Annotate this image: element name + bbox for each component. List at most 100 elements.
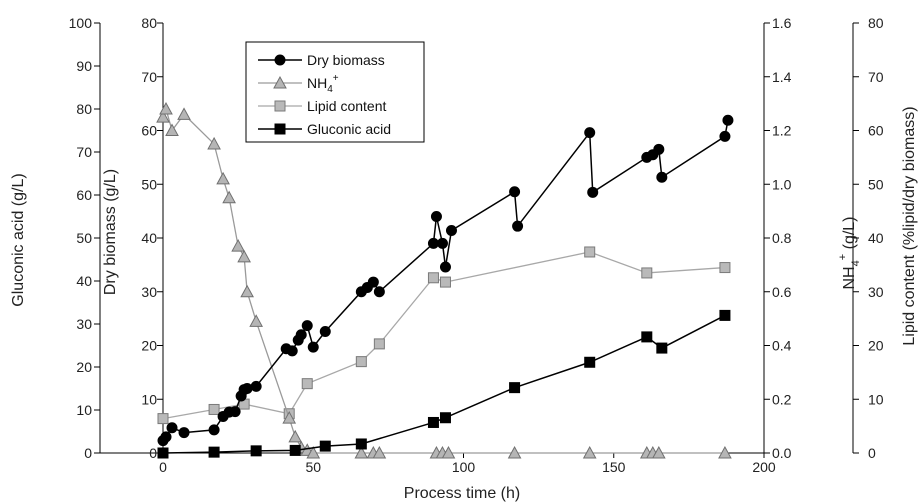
dry-biomass-point bbox=[160, 431, 172, 443]
gluconic-acid-point bbox=[719, 309, 731, 321]
dry-biomass-point bbox=[436, 237, 448, 249]
nh4-axis-tick-label: 0.2 bbox=[772, 391, 792, 407]
gluconic-axis-tick-label: 100 bbox=[69, 15, 93, 31]
gluconic-acid-point bbox=[656, 342, 668, 354]
lipid-content-axis-tick-label: 30 bbox=[868, 284, 884, 300]
gluconic-axis-tick-label: 20 bbox=[76, 359, 92, 375]
dry-biomass-point bbox=[722, 114, 734, 126]
gluconic-axis-tick-label: 90 bbox=[76, 58, 92, 74]
gluconic-acid-point bbox=[289, 444, 301, 456]
dry-biomass-point bbox=[307, 341, 319, 353]
gluconic-acid-point bbox=[439, 412, 451, 424]
lipid-content-point bbox=[719, 262, 731, 274]
lipid-content-axis-tick-label: 10 bbox=[868, 391, 884, 407]
x-tick-label: 50 bbox=[305, 459, 321, 475]
nh-point bbox=[207, 136, 221, 150]
legend-label-text: Gluconic acid bbox=[307, 121, 391, 137]
gluconic-axis-tick-label: 30 bbox=[76, 316, 92, 332]
nh4-axis-title-sup: + bbox=[837, 254, 849, 260]
nh-point bbox=[507, 445, 522, 459]
lipid-content-axis-title: Lipid content (%lipid/dry biomass) bbox=[901, 106, 918, 345]
lipid-content-axis-tick-label: 60 bbox=[868, 123, 884, 139]
lipid-content-axis-tick-label: 70 bbox=[868, 69, 884, 85]
dry-biomass-point bbox=[439, 261, 451, 273]
dry-biomass-point bbox=[653, 143, 665, 155]
legend-marker-gluconic-acid bbox=[274, 123, 286, 135]
dry-biomass-point bbox=[427, 237, 439, 249]
gluconic-axis-tick-label: 50 bbox=[76, 230, 92, 246]
gluconic-axis-tick-label: 60 bbox=[76, 187, 92, 203]
dry-biomass-point bbox=[295, 329, 307, 341]
lipid-content-point bbox=[373, 338, 385, 350]
lipid-content-point bbox=[157, 413, 169, 425]
nh4-axis-title-sub: 4 bbox=[850, 260, 862, 266]
nh4-axis-tick-label: 1.0 bbox=[772, 176, 792, 192]
nh-point bbox=[240, 284, 254, 298]
lipid-content-series bbox=[157, 246, 731, 425]
legend: Dry biomass NH4+ Lipid content Gluconic aci… bbox=[245, 41, 425, 143]
legend-label-lipid-content: Lipid content bbox=[307, 98, 387, 114]
nh4-axis-tick-label: 1.4 bbox=[772, 69, 792, 85]
lipid-content-point bbox=[208, 403, 220, 415]
legend-label-gluconic-acid: Gluconic acid bbox=[307, 121, 391, 137]
legend-marker-lipid-content bbox=[274, 100, 286, 112]
dry-biomass-point bbox=[319, 326, 331, 338]
nh-point bbox=[165, 123, 179, 136]
lipid-content-point bbox=[641, 267, 653, 279]
dry-biomass-point bbox=[445, 224, 457, 236]
nh-point bbox=[231, 239, 245, 252]
x-tick-label: 100 bbox=[452, 459, 476, 475]
gluconic-axis-tick-label: 70 bbox=[76, 144, 92, 160]
dry-biomass-axis-tick-label: 20 bbox=[141, 338, 157, 354]
dry-biomass-axis-tick-label: 80 bbox=[141, 15, 157, 31]
dry-biomass-point bbox=[166, 422, 178, 434]
legend-marker-nh bbox=[273, 75, 287, 89]
dry-biomass-axis-tick-label: 60 bbox=[141, 123, 157, 139]
nh4-axis-tick-label: 1.2 bbox=[772, 123, 792, 139]
nh4-axis-tick-label: 0.0 bbox=[772, 445, 792, 461]
gluconic-acid-point bbox=[319, 440, 331, 452]
gluconic-acid-point bbox=[584, 356, 596, 368]
dry-biomass-point bbox=[367, 276, 379, 288]
x-axis-title: Process time (h) bbox=[404, 485, 520, 502]
gluconic-acid-point bbox=[427, 416, 439, 428]
nh-point bbox=[222, 190, 236, 204]
lipid-content-axis-tick-label: 40 bbox=[868, 230, 884, 246]
legend-label-sup: + bbox=[333, 73, 339, 84]
nh4-axis-tick-label: 1.6 bbox=[772, 15, 792, 31]
gluconic-axis-tick-label: 0 bbox=[84, 445, 92, 461]
nh-point bbox=[156, 110, 170, 123]
dry-biomass-point bbox=[301, 320, 313, 332]
nh-point bbox=[216, 171, 230, 185]
dry-biomass-axis-tick-label: 30 bbox=[141, 284, 157, 300]
lipid-content-point bbox=[439, 276, 451, 288]
gluconic-axis-tick-label: 40 bbox=[76, 273, 92, 289]
dry-biomass-point bbox=[512, 220, 524, 232]
dry-biomass-point bbox=[229, 406, 241, 418]
dry-biomass-series bbox=[157, 114, 734, 447]
nh-point bbox=[288, 429, 303, 443]
lipid-content-axis-tick-label: 50 bbox=[868, 176, 884, 192]
lipid-content-point bbox=[355, 356, 367, 368]
lipid-content-axis-tick-label: 80 bbox=[868, 15, 884, 31]
legend-label-text: NH bbox=[307, 75, 327, 91]
dry-biomass-axis-tick-label: 40 bbox=[141, 230, 157, 246]
gluconic-acid-point bbox=[355, 438, 367, 450]
nh-point bbox=[441, 445, 456, 459]
nh-point bbox=[354, 445, 369, 459]
dry-biomass-point bbox=[509, 186, 521, 198]
gluconic-axis-tick-label: 80 bbox=[76, 101, 92, 117]
nh-point bbox=[282, 411, 297, 424]
series-layer bbox=[156, 101, 734, 459]
dry-biomass-point bbox=[656, 171, 668, 183]
dry-biomass-axis-tick-label: 10 bbox=[141, 391, 157, 407]
nh4-axis-tick-label: 0.4 bbox=[772, 338, 792, 354]
plot-frame bbox=[100, 23, 765, 454]
nh-point bbox=[249, 314, 263, 327]
nh-point bbox=[582, 445, 597, 459]
dry-biomass-point bbox=[241, 383, 253, 394]
lipid-content-point bbox=[427, 272, 439, 284]
gluconic-acid-point bbox=[157, 447, 169, 459]
nh4-axis: 0.0 0.2 0.4 0.6 0.8 1.0 1.2 1.4 1.6 bbox=[764, 15, 792, 461]
